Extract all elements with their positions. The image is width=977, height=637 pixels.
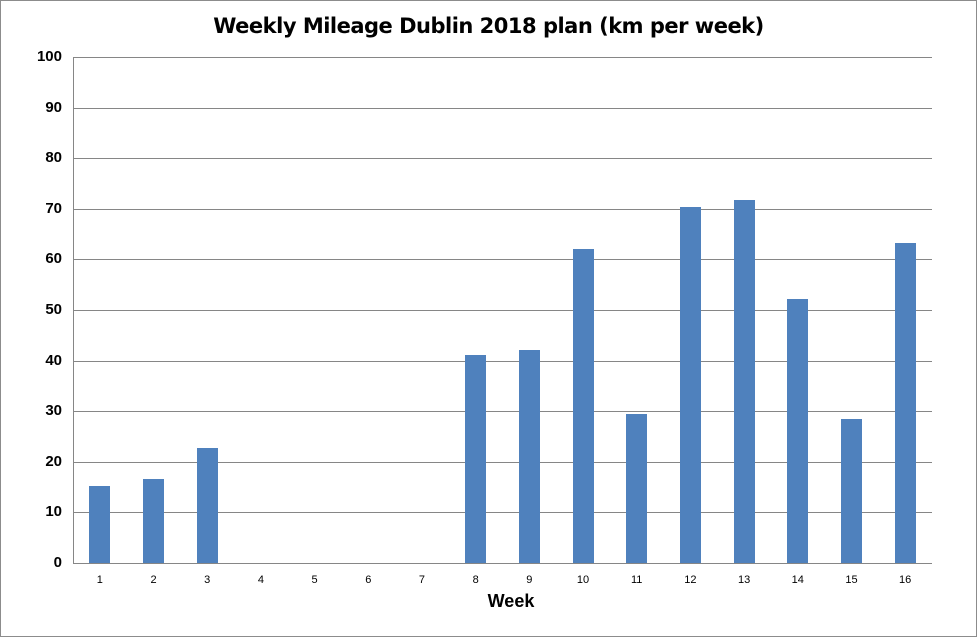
x-tick-label: 8 xyxy=(472,574,479,586)
bar xyxy=(679,206,701,563)
x-tick-label: 10 xyxy=(576,574,590,586)
x-tick-label: 12 xyxy=(684,574,697,586)
bar xyxy=(626,414,648,563)
y-tick-label: 30 xyxy=(45,402,62,420)
bar xyxy=(89,486,111,563)
bar xyxy=(733,200,755,563)
x-tick-label: 1 xyxy=(96,574,103,586)
y-tick-label: 100 xyxy=(36,48,62,65)
x-tick-label: 15 xyxy=(845,574,858,586)
gridline xyxy=(73,360,932,362)
plot-area xyxy=(73,57,932,564)
gridline xyxy=(73,512,932,514)
bar xyxy=(465,355,487,563)
gridline xyxy=(73,107,932,109)
bar xyxy=(787,298,809,563)
x-tick-label: 14 xyxy=(791,574,804,586)
y-tick-label: 70 xyxy=(45,199,62,217)
gridline xyxy=(73,57,932,58)
y-tick-label: 40 xyxy=(45,351,62,369)
x-tick-label: 3 xyxy=(204,574,211,586)
y-tick-label: 10 xyxy=(45,503,62,521)
y-axis-line xyxy=(73,57,74,564)
x-tick-label: 11 xyxy=(631,574,643,586)
chart-title: Weekly Mileage Dublin 2018 plan (km per … xyxy=(213,14,764,38)
y-tick-label: 0 xyxy=(53,554,62,571)
gridline xyxy=(73,310,932,311)
y-tick-label: 80 xyxy=(45,149,62,167)
x-tick-label: 7 xyxy=(418,574,426,586)
x-axis-title: Week xyxy=(487,591,535,611)
x-tick-label: 6 xyxy=(365,574,372,586)
bar xyxy=(196,448,218,563)
bar xyxy=(572,249,594,563)
bar xyxy=(143,479,165,563)
x-tick-label: 13 xyxy=(737,574,751,586)
x-tick-label: 2 xyxy=(150,574,157,586)
y-tick-label: 60 xyxy=(45,250,62,268)
gridline xyxy=(73,158,932,160)
gridline xyxy=(73,259,932,261)
bar xyxy=(840,418,862,563)
gridline xyxy=(73,411,932,413)
bar xyxy=(518,349,540,563)
gridline xyxy=(73,208,932,210)
y-tick-label: 90 xyxy=(45,98,62,116)
bar xyxy=(894,243,916,563)
gridline xyxy=(73,461,932,463)
y-tick-label: 20 xyxy=(45,452,62,470)
x-tick-label: 4 xyxy=(257,574,264,586)
x-tick-label: 9 xyxy=(526,574,533,586)
x-tick-label: 16 xyxy=(899,574,912,586)
gridline xyxy=(73,563,932,564)
x-tick-label: 5 xyxy=(311,574,318,586)
y-tick-label: 50 xyxy=(45,301,62,318)
